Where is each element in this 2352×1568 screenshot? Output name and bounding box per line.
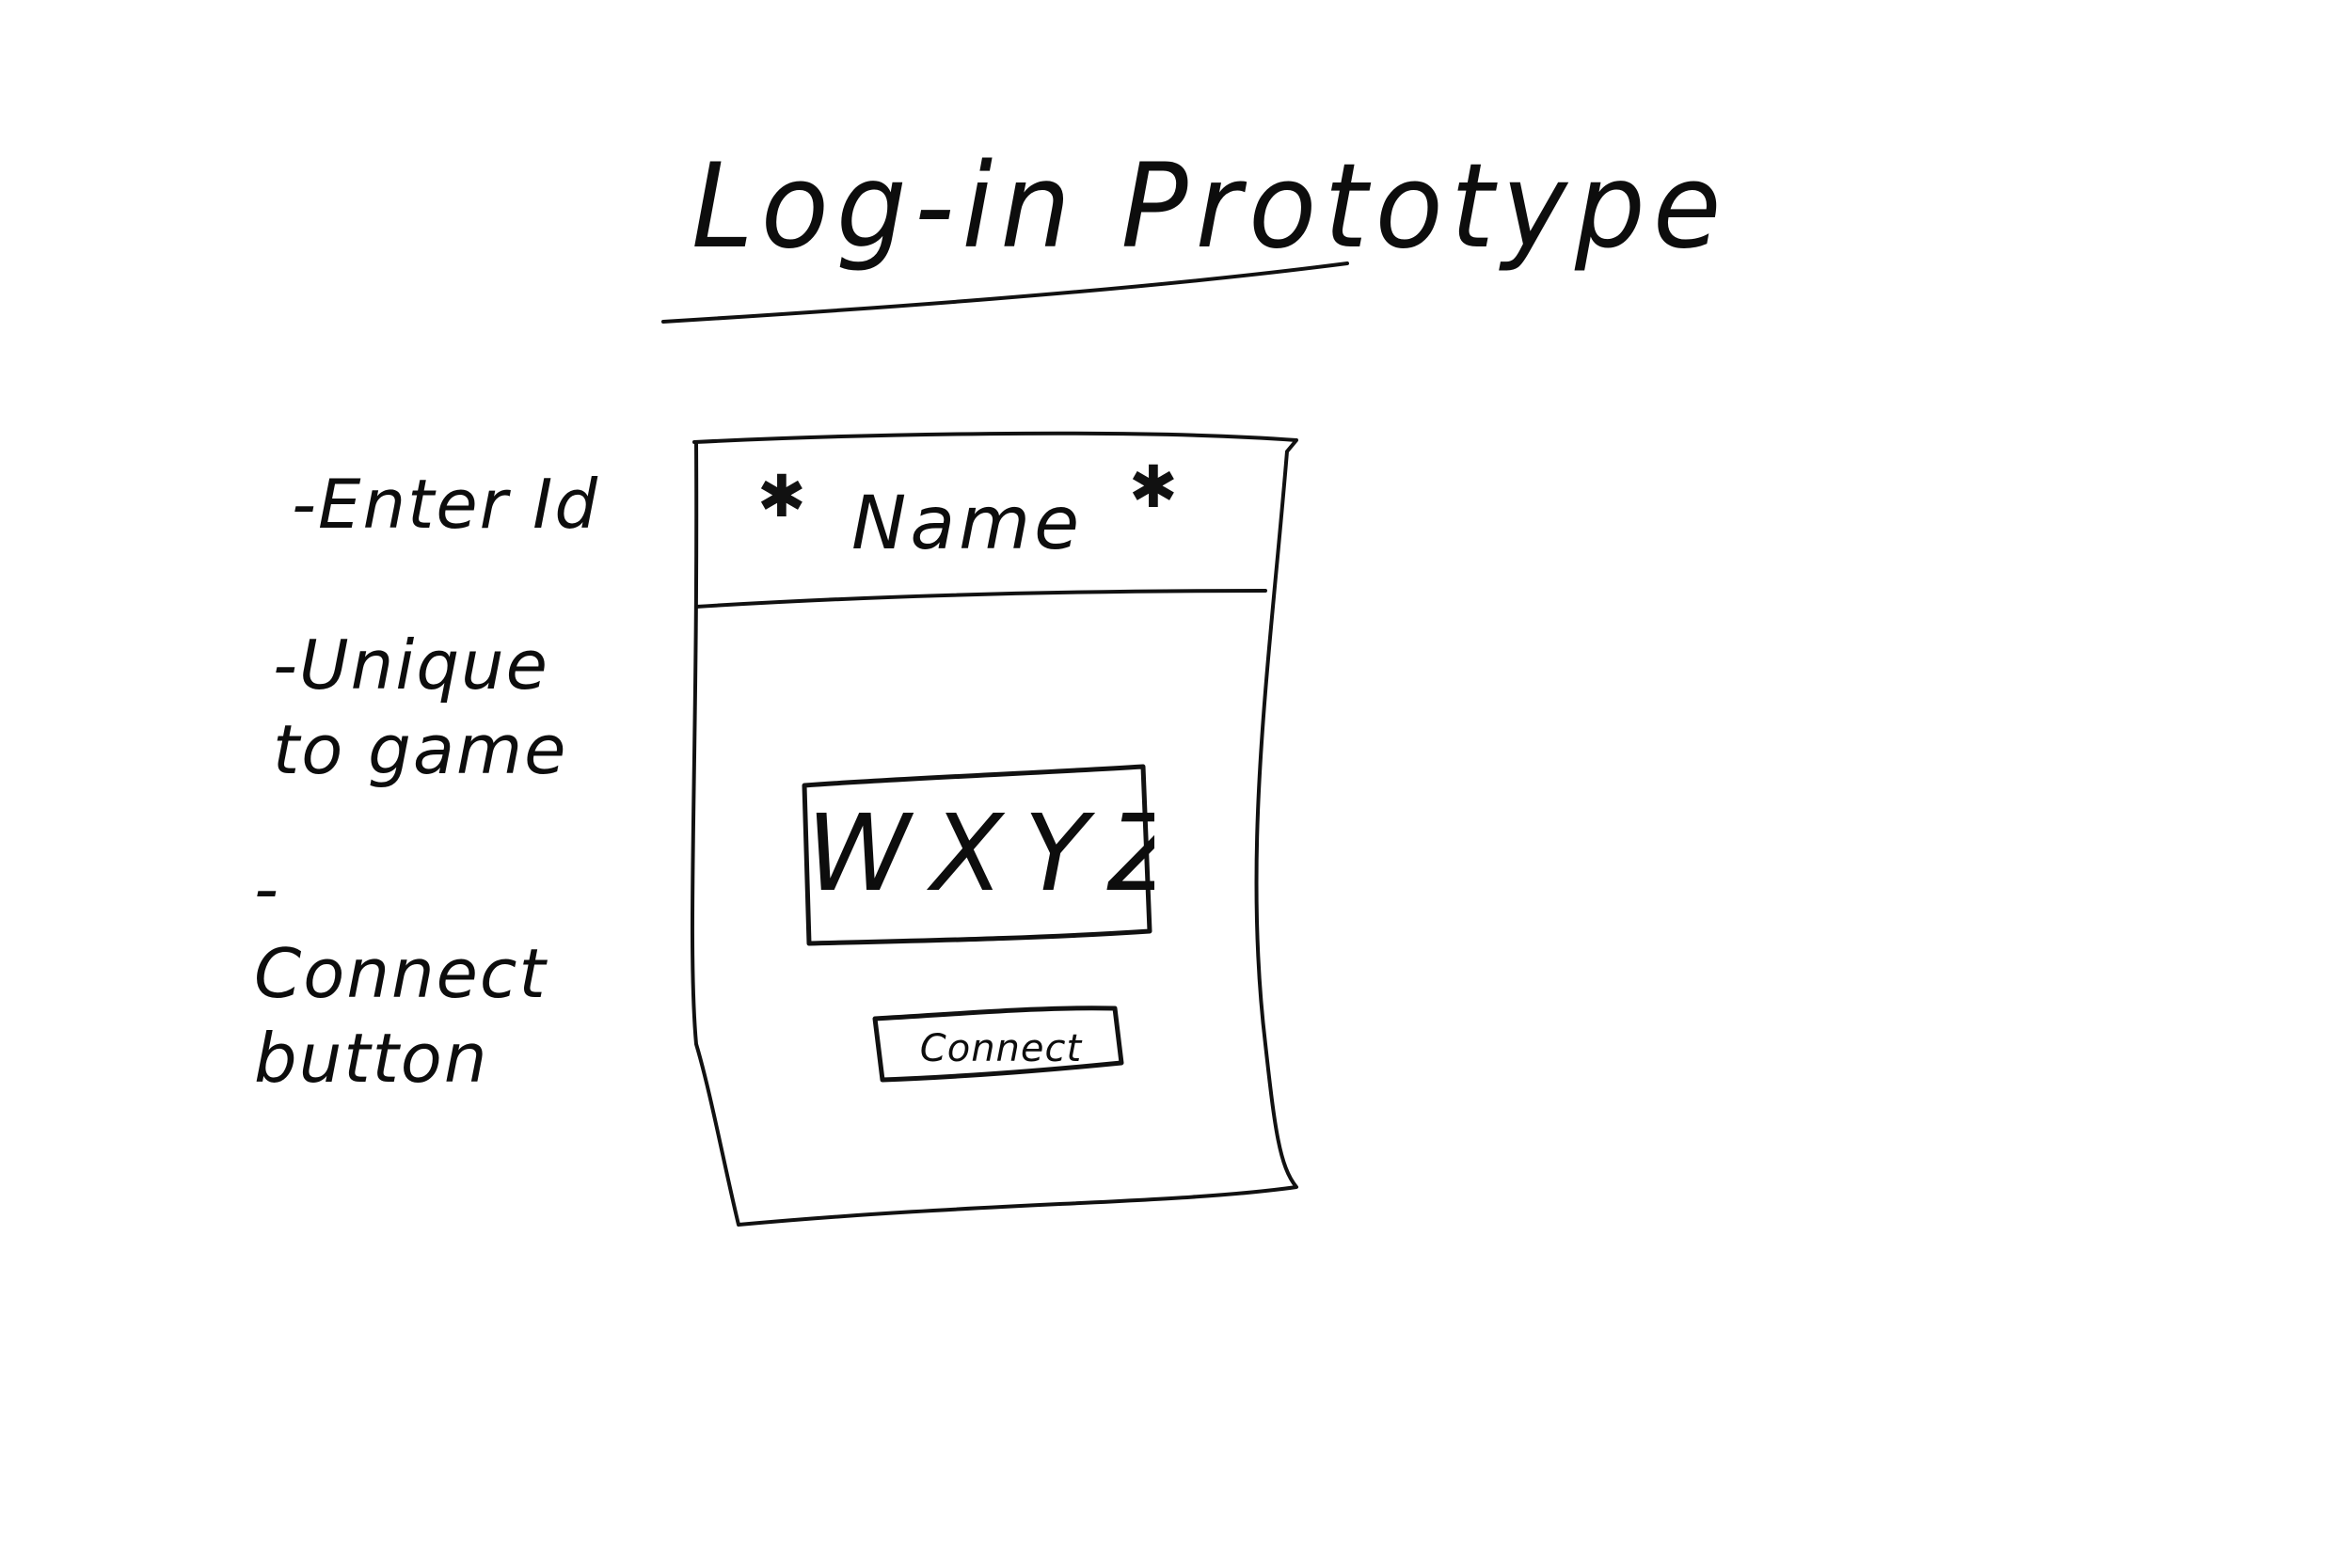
header-name-label: Name (851, 482, 1084, 566)
annotation-connect-button: -Connect button (254, 849, 548, 1098)
page-title: Log-in Prototype (691, 137, 1729, 275)
annotation-unique-to-game: -Unique to game (273, 626, 568, 789)
annotation-enter-id: -Enter Id (292, 465, 600, 544)
connect-button[interactable]: Connect (882, 1016, 1120, 1082)
id-input-field[interactable] (806, 769, 1154, 939)
star-icon: ✱ (757, 462, 806, 531)
star-icon: ✱ (1129, 452, 1178, 521)
